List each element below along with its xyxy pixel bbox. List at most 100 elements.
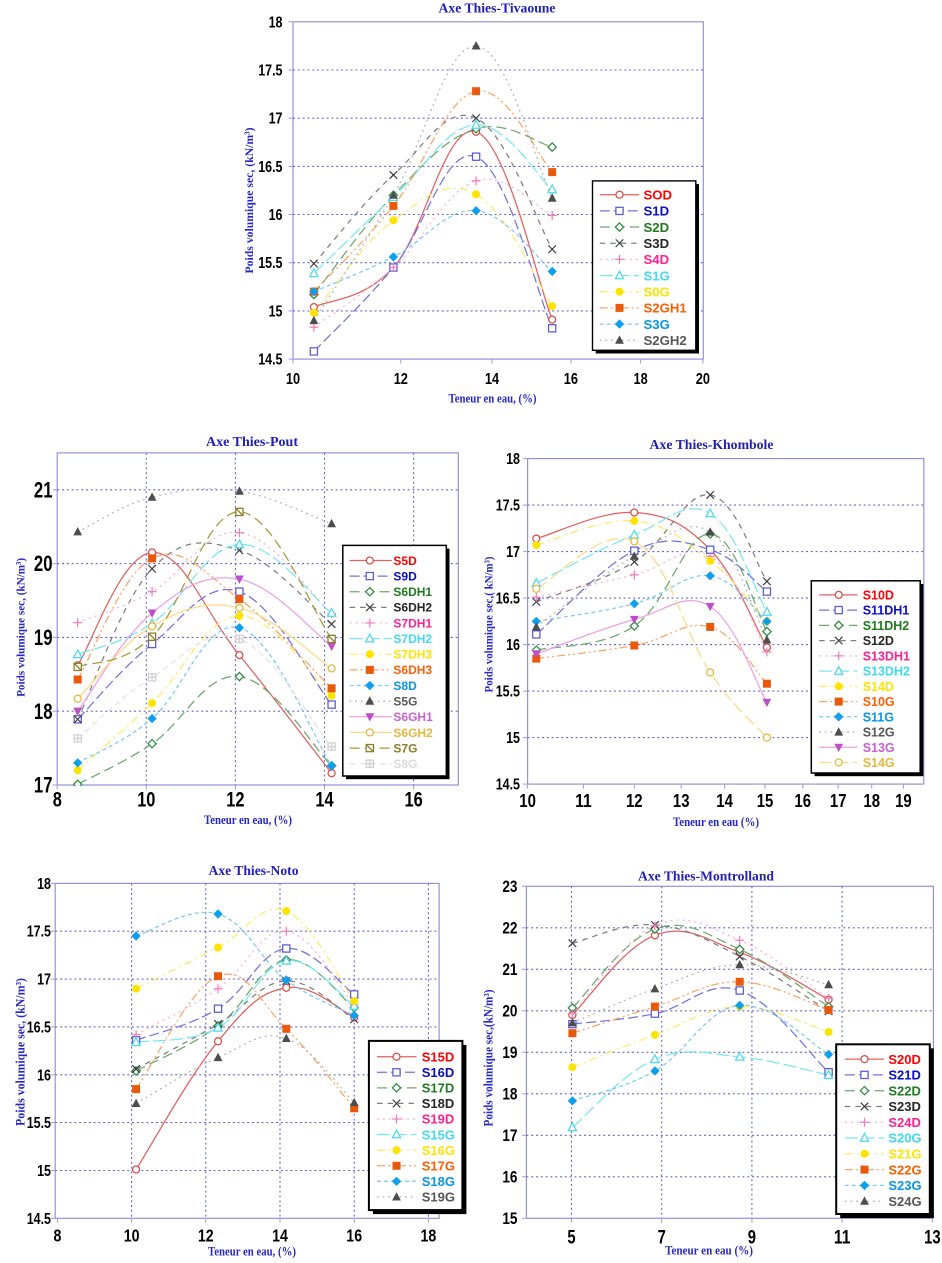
svg-text:17.5: 17.5 <box>496 498 520 515</box>
svg-text:SOD: SOD <box>644 188 673 203</box>
svg-text:S11DH2: S11DH2 <box>863 619 910 633</box>
svg-text:17: 17 <box>37 972 51 989</box>
svg-text:S8D: S8D <box>393 679 417 693</box>
svg-text:S3G: S3G <box>644 317 670 332</box>
svg-text:16: 16 <box>346 1226 362 1246</box>
svg-text:20: 20 <box>696 371 710 388</box>
svg-text:19: 19 <box>34 625 53 650</box>
svg-text:S19G: S19G <box>422 1190 455 1205</box>
svg-text:S6DH2: S6DH2 <box>393 601 432 615</box>
svg-text:14.5: 14.5 <box>27 1211 51 1228</box>
svg-text:S7DH2: S7DH2 <box>393 632 432 646</box>
svg-text:S6GH2: S6GH2 <box>393 726 433 740</box>
svg-text:14.5: 14.5 <box>496 777 520 794</box>
svg-text:18: 18 <box>37 876 51 893</box>
svg-text:S1G: S1G <box>644 268 670 283</box>
svg-text:Teneur en eau, (%): Teneur en eau, (%) <box>204 813 292 827</box>
svg-text:12: 12 <box>198 1226 214 1246</box>
svg-text:12: 12 <box>626 791 643 811</box>
svg-text:Teneur en eau, (%): Teneur en eau, (%) <box>208 1245 296 1259</box>
svg-text:13: 13 <box>673 791 690 811</box>
svg-text:S15D: S15D <box>422 1049 455 1064</box>
svg-text:23: 23 <box>502 877 517 896</box>
svg-text:S20G: S20G <box>888 1131 921 1146</box>
svg-text:18: 18 <box>863 791 880 811</box>
svg-text:S6DH3: S6DH3 <box>393 663 432 677</box>
svg-text:Axe Thies-Khombole: Axe Thies-Khombole <box>650 437 774 452</box>
svg-text:S6DH1: S6DH1 <box>393 585 432 599</box>
svg-text:15.5: 15.5 <box>27 1115 51 1132</box>
svg-text:18: 18 <box>506 451 520 468</box>
svg-text:S10G: S10G <box>863 695 895 709</box>
svg-text:17: 17 <box>502 1126 517 1145</box>
svg-text:19: 19 <box>895 791 912 811</box>
svg-text:S22D: S22D <box>888 1083 921 1098</box>
svg-text:S3D: S3D <box>644 236 670 251</box>
svg-text:16: 16 <box>405 788 423 812</box>
svg-text:17: 17 <box>830 791 847 811</box>
svg-text:Poids volumique sec, (kN/m³): Poids volumique sec, (kN/m³) <box>242 128 256 274</box>
svg-text:S21G: S21G <box>888 1147 921 1162</box>
svg-text:Teneur en eau (%): Teneur en eau (%) <box>665 1243 753 1257</box>
svg-text:18: 18 <box>34 699 53 724</box>
svg-text:14: 14 <box>485 371 499 388</box>
svg-text:12: 12 <box>226 788 244 812</box>
svg-text:S10D: S10D <box>863 588 894 602</box>
svg-text:S17G: S17G <box>422 1158 455 1173</box>
svg-text:11: 11 <box>834 1228 851 1249</box>
svg-text:21: 21 <box>34 477 53 502</box>
svg-text:12: 12 <box>394 371 408 388</box>
svg-text:16: 16 <box>506 637 520 654</box>
svg-text:5: 5 <box>567 1228 576 1249</box>
svg-text:10: 10 <box>137 788 155 812</box>
svg-text:S4D: S4D <box>644 252 670 267</box>
svg-text:15.5: 15.5 <box>496 684 520 701</box>
svg-text:13: 13 <box>924 1228 941 1249</box>
svg-text:S16D: S16D <box>422 1065 455 1080</box>
svg-text:15: 15 <box>269 303 283 320</box>
svg-text:16.5: 16.5 <box>496 591 520 608</box>
svg-text:S18G: S18G <box>422 1174 455 1189</box>
svg-text:S13DH1: S13DH1 <box>863 649 910 663</box>
svg-text:14: 14 <box>315 788 333 812</box>
svg-text:Poids volumique sec, (kN/m³): Poids volumique sec, (kN/m³) <box>14 558 28 697</box>
svg-text:S2GH2: S2GH2 <box>644 333 687 348</box>
svg-text:S16G: S16G <box>422 1143 455 1158</box>
svg-text:10: 10 <box>519 791 536 811</box>
svg-text:S23G: S23G <box>888 1178 921 1193</box>
svg-text:Poids volumique sec,( kN/m³): Poids volumique sec,( kN/m³) <box>482 556 496 692</box>
svg-text:11: 11 <box>575 791 592 811</box>
svg-text:18: 18 <box>502 1085 517 1104</box>
svg-text:S14D: S14D <box>863 680 894 694</box>
svg-text:15.5: 15.5 <box>258 255 282 272</box>
svg-text:Poids volumique sec,(kN/m³): Poids volumique sec,(kN/m³) <box>482 989 496 1126</box>
svg-text:16.5: 16.5 <box>27 1019 51 1036</box>
svg-text:21: 21 <box>502 960 517 979</box>
svg-text:16: 16 <box>564 371 578 388</box>
svg-text:S1D: S1D <box>644 204 670 219</box>
svg-text:14: 14 <box>716 791 733 811</box>
svg-text:16: 16 <box>37 1067 51 1084</box>
svg-text:15: 15 <box>757 791 774 811</box>
svg-text:S11G: S11G <box>863 710 894 724</box>
svg-text:S9D: S9D <box>393 570 417 584</box>
svg-text:10: 10 <box>286 371 300 388</box>
svg-text:S13DH2: S13DH2 <box>863 665 910 679</box>
svg-text:S7G: S7G <box>393 741 417 755</box>
svg-text:15: 15 <box>37 1163 51 1180</box>
svg-text:S13G: S13G <box>863 741 895 755</box>
svg-text:S18D: S18D <box>422 1096 455 1111</box>
svg-text:17: 17 <box>506 544 520 561</box>
svg-text:17.5: 17.5 <box>258 63 282 80</box>
svg-text:14: 14 <box>272 1226 288 1246</box>
svg-text:18: 18 <box>421 1226 437 1246</box>
svg-text:Teneur en eau, (%): Teneur en eau, (%) <box>449 392 537 406</box>
svg-text:S24D: S24D <box>888 1115 921 1130</box>
svg-text:17: 17 <box>34 773 53 798</box>
svg-text:7: 7 <box>658 1228 666 1249</box>
svg-text:S12G: S12G <box>863 726 895 740</box>
svg-text:S21D: S21D <box>888 1068 921 1083</box>
svg-text:18: 18 <box>269 14 283 31</box>
svg-text:15: 15 <box>506 730 520 747</box>
svg-text:S19D: S19D <box>422 1112 455 1127</box>
